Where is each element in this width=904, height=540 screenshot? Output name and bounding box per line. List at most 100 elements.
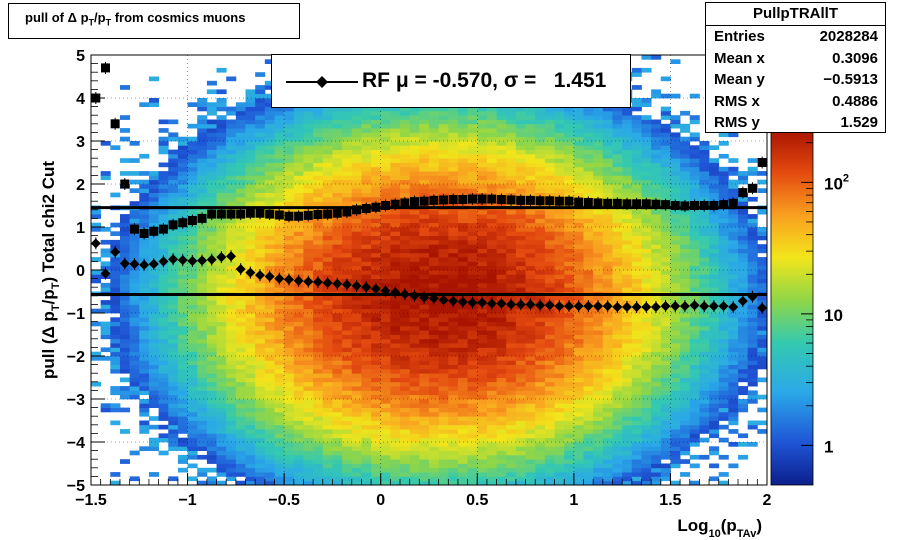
heat-cell xyxy=(486,282,498,288)
heat-cell xyxy=(400,128,411,133)
heat-cell xyxy=(322,373,333,378)
heat-cell xyxy=(245,442,256,447)
heat-cell xyxy=(351,106,362,112)
heat-cell xyxy=(226,476,237,482)
heat-cell xyxy=(380,420,391,426)
heat-cell xyxy=(284,115,295,120)
heat-cell xyxy=(535,321,546,327)
heat-cell xyxy=(216,480,227,486)
heat-cell xyxy=(486,171,498,176)
heat-cell xyxy=(429,308,440,314)
heat-cell xyxy=(129,390,140,396)
heat-cell xyxy=(197,446,208,451)
heat-cell xyxy=(245,437,256,443)
heat-cell xyxy=(564,158,575,163)
heat-cell xyxy=(216,334,227,340)
heat-cell xyxy=(525,214,536,219)
heat-cell xyxy=(457,278,469,284)
heat-cell xyxy=(177,214,188,219)
heat-cell xyxy=(400,106,411,112)
heat-cell xyxy=(486,433,498,439)
heat-cell xyxy=(506,334,517,340)
heat-cell xyxy=(380,351,391,357)
heat-cell xyxy=(206,407,217,413)
heat-cell xyxy=(564,184,575,189)
heat-cell xyxy=(342,115,353,120)
heat-cell xyxy=(371,222,382,228)
heat-cell xyxy=(284,437,295,443)
heat-cell xyxy=(593,235,604,241)
heat-cell xyxy=(544,265,555,271)
heat-cell xyxy=(255,123,266,129)
heat-cell xyxy=(255,437,266,443)
heat-cell xyxy=(477,179,488,185)
heat-cell xyxy=(457,175,469,181)
heat-cell xyxy=(187,373,198,378)
heat-cell xyxy=(429,390,440,396)
heat-cell xyxy=(293,188,304,193)
heat-cell xyxy=(496,149,507,155)
heat-cell xyxy=(206,106,217,112)
heat-cell xyxy=(187,192,198,198)
heat-cell xyxy=(264,222,275,228)
heat-cell xyxy=(438,179,449,185)
heat-cell xyxy=(177,313,188,318)
heat-cell xyxy=(486,239,498,245)
heat-cell xyxy=(467,347,478,353)
heat-cell xyxy=(148,214,160,219)
heat-cell xyxy=(583,424,594,430)
heat-cell xyxy=(197,115,208,120)
heat-cell xyxy=(371,227,382,232)
heat-cell xyxy=(429,171,440,176)
heat-cell xyxy=(226,300,237,305)
heat-cell xyxy=(409,373,420,378)
heat-cell xyxy=(622,454,633,460)
heat-cell xyxy=(457,132,469,138)
heat-cell xyxy=(313,446,324,451)
heat-cell xyxy=(622,214,633,219)
heat-cell xyxy=(313,467,324,473)
heat-cell xyxy=(332,265,343,271)
heat-cell xyxy=(631,278,642,284)
heat-cell xyxy=(438,373,449,378)
heat-cell xyxy=(274,472,285,477)
heat-cell xyxy=(342,192,353,198)
heat-cell xyxy=(313,394,324,400)
heat-cell xyxy=(573,317,584,322)
heat-cell xyxy=(197,98,208,103)
heat-cell xyxy=(303,424,314,430)
heat-cell xyxy=(332,192,343,198)
heat-cell xyxy=(525,308,536,314)
heat-cell xyxy=(139,424,150,430)
heat-cell xyxy=(409,239,420,245)
heat-cell xyxy=(158,136,169,142)
heat-cell xyxy=(235,110,246,116)
heat-cell xyxy=(457,244,469,249)
heat-cell xyxy=(148,218,160,224)
heat-cell xyxy=(506,222,517,228)
heat-cell xyxy=(168,179,179,185)
heat-cell xyxy=(583,343,594,348)
heat-cell xyxy=(245,399,256,404)
heat-cell xyxy=(245,244,256,249)
heat-cell xyxy=(245,403,256,408)
heat-cell xyxy=(506,463,517,469)
heat-cell xyxy=(506,429,517,434)
heat-cell xyxy=(322,390,333,396)
heat-cell xyxy=(535,420,546,426)
heat-cell xyxy=(390,270,401,275)
heat-cell xyxy=(544,188,555,193)
heat-cell xyxy=(293,270,304,275)
heat-cell xyxy=(496,106,507,112)
heat-cell xyxy=(226,356,237,361)
heat-cell xyxy=(168,429,179,434)
heat-cell xyxy=(342,179,353,185)
heat-cell xyxy=(419,381,430,387)
heat-cell xyxy=(506,433,517,439)
heat-cell xyxy=(486,411,498,417)
heat-cell xyxy=(429,218,440,224)
heat-cell xyxy=(477,480,488,486)
heat-cell xyxy=(622,321,633,327)
heat-cell xyxy=(400,343,411,348)
heat-cell xyxy=(313,360,324,365)
